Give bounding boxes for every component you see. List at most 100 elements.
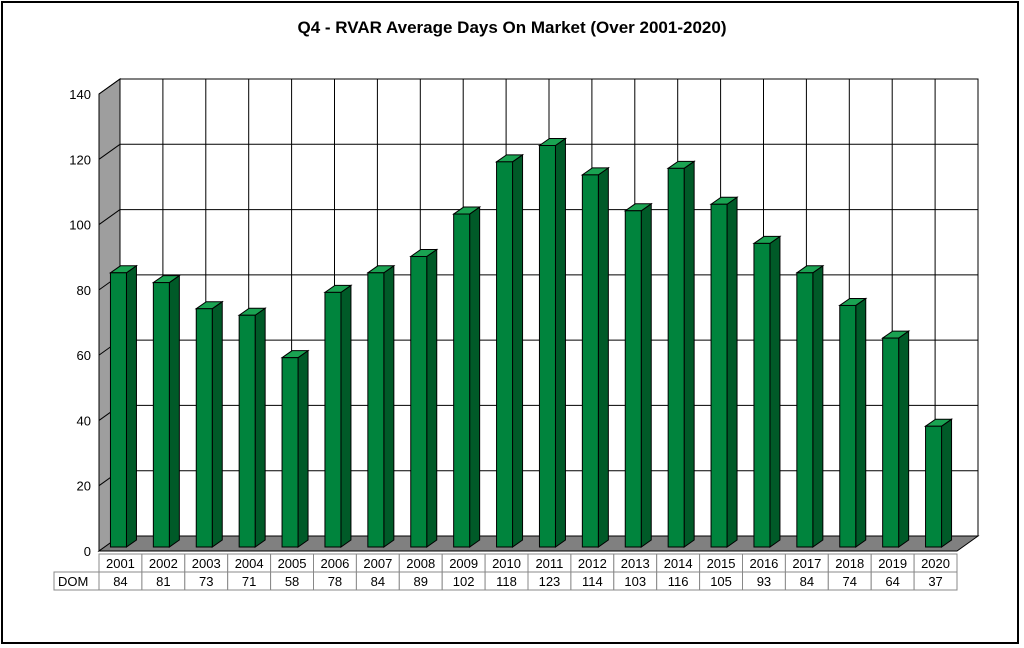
bar-side	[812, 264, 824, 548]
bar-side	[597, 166, 609, 548]
x-tick-label: 2016	[749, 556, 778, 571]
y-tick-label: 140	[69, 87, 91, 102]
bar-front	[324, 291, 342, 548]
y-tick-label: 120	[69, 152, 91, 167]
bar-2019	[881, 330, 911, 548]
bar-side	[941, 418, 953, 548]
bar-2013	[623, 202, 653, 548]
bar-2012	[580, 166, 610, 548]
y-tick-label: 40	[77, 413, 91, 428]
bar-side	[855, 297, 867, 548]
data-label: 123	[539, 574, 561, 589]
x-tick-label: 2012	[578, 556, 607, 571]
bar-side	[512, 153, 524, 548]
table-series-label: DOM	[58, 574, 88, 589]
x-tick-label: 2003	[192, 556, 221, 571]
bar-side	[640, 202, 652, 548]
x-tick-label: 2015	[707, 556, 736, 571]
data-label: 37	[928, 574, 942, 589]
bar-2020	[923, 418, 954, 548]
data-label: 114	[582, 574, 603, 589]
bar-front	[710, 203, 728, 548]
data-label: 84	[800, 574, 814, 589]
x-tick-label: 2011	[535, 556, 563, 571]
bar-front	[496, 161, 514, 548]
bar-front	[796, 272, 814, 548]
bar-side	[554, 137, 566, 548]
x-tick-label: 2014	[664, 556, 693, 571]
y-tick-label: 80	[77, 283, 91, 298]
data-label: 84	[113, 574, 127, 589]
bar-front	[453, 213, 471, 548]
chart-title: Q4 - RVAR Average Days On Market (Over 2…	[297, 18, 727, 37]
x-tick-label: 2013	[621, 556, 650, 571]
data-label: 93	[757, 574, 771, 589]
y-tick-label: 100	[69, 218, 91, 233]
x-tick-label: 2018	[835, 556, 864, 571]
x-tick-label: 2004	[235, 556, 264, 571]
bar-side	[898, 330, 910, 548]
bar-front	[753, 242, 771, 548]
y-tick-label: 60	[77, 348, 91, 363]
bar-front	[410, 255, 428, 548]
data-label: 78	[328, 574, 342, 589]
bar-front	[624, 210, 642, 548]
bar-2010	[494, 153, 525, 548]
bar-side	[211, 300, 223, 548]
x-tick-label: 2017	[792, 556, 821, 571]
bar-2018	[838, 297, 868, 548]
bar-front	[581, 174, 599, 548]
data-label: 89	[414, 574, 428, 589]
x-tick-label: 2002	[149, 556, 178, 571]
x-tick-label: 2005	[278, 556, 307, 571]
y-tick-label: 0	[84, 544, 91, 559]
bar-side	[769, 235, 781, 548]
bar-front	[925, 425, 943, 548]
bar-front	[538, 144, 556, 548]
bar-2001	[108, 264, 139, 548]
gridline-side	[98, 78, 121, 95]
data-label: 102	[453, 574, 475, 589]
data-label: 74	[843, 574, 857, 589]
data-label: 103	[624, 574, 646, 589]
bar-2017	[795, 264, 825, 548]
bar-side	[683, 160, 695, 548]
bar-front	[281, 357, 299, 548]
bar-front	[109, 272, 127, 548]
bar-side	[125, 264, 137, 548]
x-tick-label: 2006	[320, 556, 349, 571]
data-label: 73	[199, 574, 213, 589]
bar-front	[667, 167, 685, 548]
bar-side	[168, 274, 180, 548]
bar-2003	[194, 300, 224, 548]
bar-side	[426, 248, 438, 548]
bar-2014	[666, 160, 696, 548]
x-tick-label: 2009	[449, 556, 478, 571]
bar-front	[195, 308, 213, 548]
x-tick-label: 2010	[492, 556, 521, 571]
bar-2009	[452, 206, 482, 548]
bar-2015	[709, 196, 739, 548]
table-value-cell	[913, 571, 958, 591]
data-label: 84	[371, 574, 385, 589]
bar-front	[152, 282, 170, 548]
data-label: 105	[710, 574, 732, 589]
x-tick-label: 2019	[878, 556, 907, 571]
bar-side	[383, 264, 395, 548]
gridline-side	[98, 209, 121, 225]
y-tick-label: 20	[77, 479, 91, 494]
data-label: 116	[668, 574, 689, 589]
x-tick-label: 2001	[106, 556, 135, 571]
bar-2007	[366, 264, 396, 548]
bar-side	[726, 196, 738, 548]
bar-2011	[537, 137, 568, 548]
bar-front	[367, 272, 385, 548]
x-tick-label: 2020	[921, 556, 950, 571]
data-label: 71	[242, 574, 256, 589]
bar-side	[469, 206, 481, 548]
bar-side	[297, 349, 309, 548]
bar-2005	[280, 349, 310, 548]
data-label: 118	[496, 574, 517, 589]
gridline-side	[98, 143, 121, 160]
